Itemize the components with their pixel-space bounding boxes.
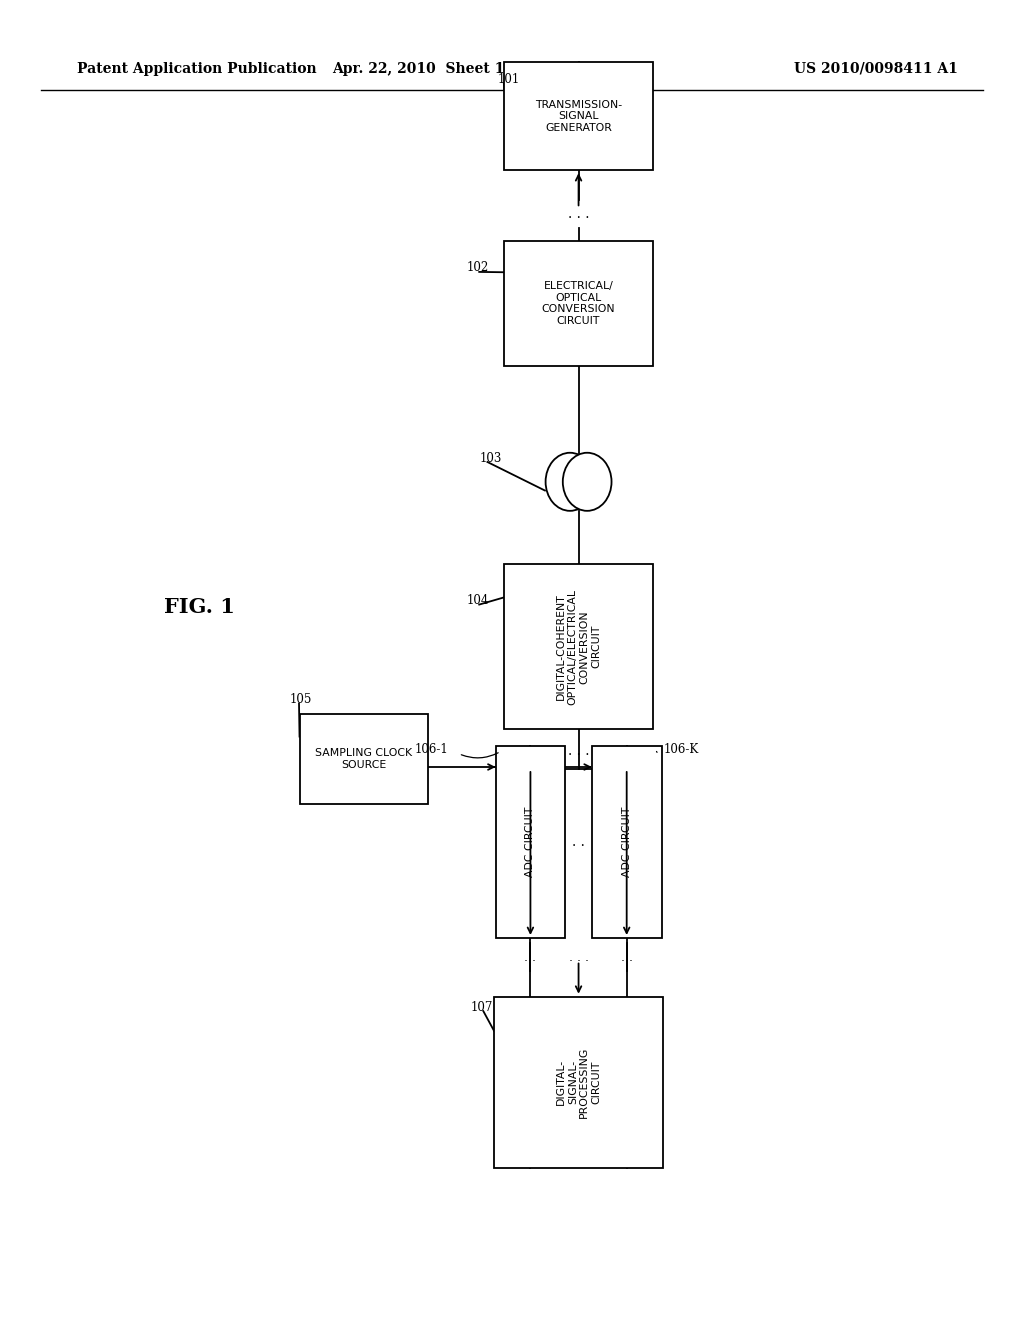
Text: FIG. 1: FIG. 1 xyxy=(164,597,236,618)
Text: 107: 107 xyxy=(471,1001,494,1014)
Text: 106-1: 106-1 xyxy=(415,743,449,756)
Text: DIGITAL-
SIGNAL-
PROCESSING
CIRCUIT: DIGITAL- SIGNAL- PROCESSING CIRCUIT xyxy=(556,1047,601,1118)
Text: 103: 103 xyxy=(479,451,502,465)
Ellipse shape xyxy=(546,453,594,511)
Text: ADC CIRCUIT: ADC CIRCUIT xyxy=(525,807,536,878)
Text: ADC CIRCUIT: ADC CIRCUIT xyxy=(622,807,632,878)
Bar xyxy=(299,714,428,804)
Bar xyxy=(504,565,653,729)
Text: . . .: . . . xyxy=(568,950,589,964)
Text: ELECTRICAL/
OPTICAL
CONVERSION
CIRCUIT: ELECTRICAL/ OPTICAL CONVERSION CIRCUIT xyxy=(542,281,615,326)
Bar xyxy=(496,747,565,937)
Text: 105: 105 xyxy=(290,693,312,706)
Text: . . .: . . . xyxy=(568,744,589,758)
Bar xyxy=(504,242,653,367)
Text: SAMPLING CLOCK
SOURCE: SAMPLING CLOCK SOURCE xyxy=(315,748,412,770)
Ellipse shape xyxy=(563,453,611,511)
Text: DIGITAL-COHERENT
OPTICAL/ELECTRICAL
CONVERSION
CIRCUIT: DIGITAL-COHERENT OPTICAL/ELECTRICAL CONV… xyxy=(556,589,601,705)
Bar xyxy=(592,747,662,937)
Text: . .: . . xyxy=(572,836,585,849)
Text: TRANSMISSION-
SIGNAL
GENERATOR: TRANSMISSION- SIGNAL GENERATOR xyxy=(535,99,623,133)
Text: 102: 102 xyxy=(467,261,489,275)
Bar xyxy=(504,62,653,170)
Text: Apr. 22, 2010  Sheet 1 of 21: Apr. 22, 2010 Sheet 1 of 21 xyxy=(332,62,549,75)
Text: . .: . . xyxy=(524,950,537,964)
Text: 106-K: 106-K xyxy=(664,743,698,756)
Bar xyxy=(494,997,664,1168)
Text: 104: 104 xyxy=(467,594,489,607)
Text: 101: 101 xyxy=(498,73,520,86)
Text: Patent Application Publication: Patent Application Publication xyxy=(77,62,316,75)
Text: . .: . . xyxy=(621,950,633,964)
Text: US 2010/0098411 A1: US 2010/0098411 A1 xyxy=(794,62,957,75)
Text: . . .: . . . xyxy=(568,207,589,222)
